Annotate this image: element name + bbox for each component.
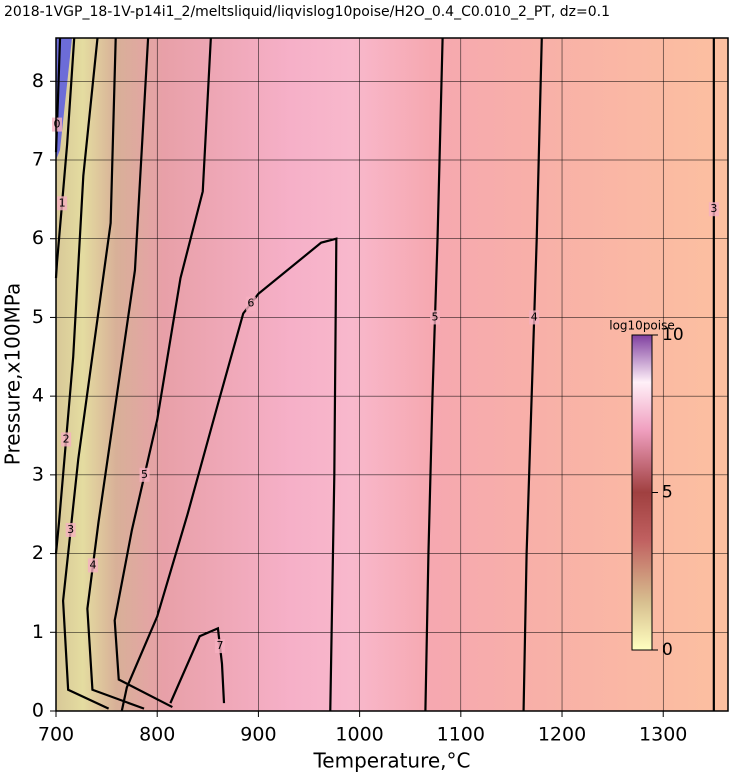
contour-label: 2 (63, 432, 70, 445)
y-axis-label: Pressure,x100MPa (1, 283, 25, 465)
y-tick-label: 3 (32, 463, 44, 485)
colorbar-tick-label: 0 (662, 640, 673, 660)
contour-label: 5 (141, 468, 148, 481)
contour-label-bg (708, 202, 719, 217)
plot-frame (55, 37, 729, 712)
contour-label: 5 (432, 310, 439, 323)
x-tick-label: 900 (240, 724, 276, 746)
contour-label-bg (52, 117, 63, 132)
x-tick-label: 800 (139, 724, 175, 746)
x-axis-label: Temperature,°C (312, 749, 470, 773)
colorbar-label: log10poise (609, 319, 675, 333)
contour-line (169, 626, 226, 704)
x-tick-label: 1200 (538, 724, 586, 746)
x-tick-label: 1000 (335, 724, 383, 746)
contour-label: 1 (59, 196, 66, 209)
contour-label: 0 (54, 118, 61, 131)
y-tick-label: 5 (32, 306, 44, 328)
contour-label-bg (87, 558, 98, 573)
chart-title: 2018-1VGP_18-1V-p14i1_2/meltsliquid/liqv… (4, 4, 610, 20)
contour-line (54, 37, 99, 554)
contour-label-bg (61, 432, 72, 447)
y-tick-label: 2 (32, 542, 44, 564)
contour-label-bg (245, 296, 256, 311)
x-tick-label: 700 (38, 724, 74, 746)
contour-label-bg (529, 310, 540, 325)
contour-line (120, 237, 338, 712)
contour-label-bg (214, 639, 225, 654)
contour-label: 3 (67, 523, 74, 536)
contour-label-bg (65, 522, 76, 537)
x-tick-label: 1100 (437, 724, 485, 746)
contour-label: 3 (710, 202, 717, 215)
y-tick-label: 4 (32, 385, 44, 407)
x-tick-label: 1300 (639, 724, 687, 746)
contour-label-bg (139, 467, 150, 482)
plot-background (56, 38, 728, 711)
y-tick-label: 1 (32, 621, 44, 643)
contour-line (522, 37, 543, 712)
contour-label-bg (430, 310, 441, 325)
contour-label-bg (57, 196, 68, 211)
y-tick-label: 7 (32, 149, 44, 171)
y-tick-label: 0 (32, 700, 44, 722)
y-tick-label: 6 (32, 227, 44, 249)
contour-label: 4 (531, 310, 538, 323)
contour-label: 4 (89, 558, 96, 571)
contour-line (424, 37, 444, 712)
y-tick-label: 8 (32, 70, 44, 92)
contour-label: 7 (216, 639, 223, 652)
colorbar-tick-label: 5 (662, 483, 673, 503)
colorbar-tick-label: 10 (662, 325, 684, 345)
colorbar (631, 334, 653, 651)
contour-label: 6 (247, 297, 254, 310)
